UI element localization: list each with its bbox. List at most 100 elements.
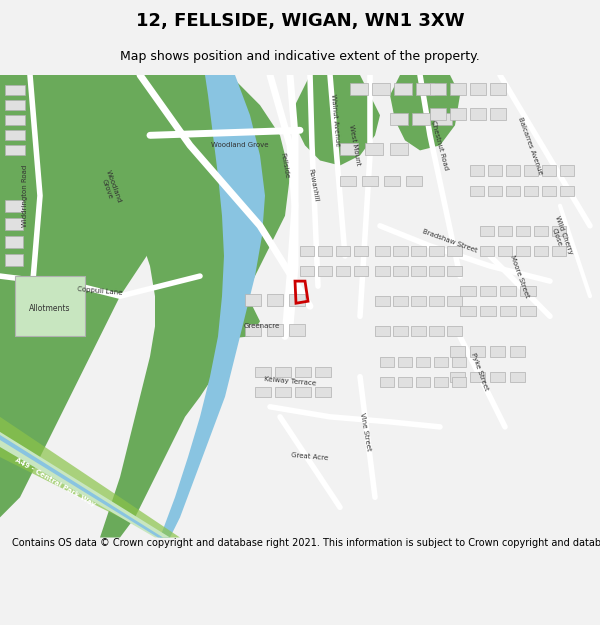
Bar [524,166,538,176]
Bar [5,236,23,248]
Bar [318,246,332,256]
Bar [5,85,25,95]
Bar [315,387,331,397]
Bar [362,176,378,186]
Bar [500,286,516,296]
Text: Allotments: Allotments [29,304,71,312]
Text: Moore Street: Moore Street [509,254,530,298]
Bar [340,176,356,186]
Bar [506,186,520,196]
Bar [289,324,305,336]
Bar [460,306,476,316]
Bar [510,372,525,382]
Bar [434,113,452,125]
Bar [470,108,486,120]
Bar [490,372,505,382]
Bar [460,286,476,296]
Bar [295,387,311,397]
Bar [384,176,400,186]
Text: Fellside: Fellside [280,152,290,179]
Bar [447,266,462,276]
Text: Walnut Avenue: Walnut Avenue [330,94,340,147]
Bar [490,83,506,95]
Bar [429,266,444,276]
Text: 12, FELLSIDE, WIGAN, WN1 3XW: 12, FELLSIDE, WIGAN, WN1 3XW [136,12,464,30]
Bar [245,294,261,306]
Text: West Mount: West Mount [349,124,362,166]
Text: Widdrington Road: Widdrington Road [22,164,28,227]
Bar [5,115,25,125]
Bar [393,246,408,256]
Bar [480,246,494,256]
Bar [267,294,283,306]
Bar [350,83,368,95]
Text: Great Acre: Great Acre [291,452,329,462]
Bar [5,199,23,212]
Bar [498,226,512,236]
Text: Wild Cherry
Close: Wild Cherry Close [547,214,573,257]
Polygon shape [0,75,170,518]
Bar [393,326,408,336]
Bar [534,246,548,256]
Bar [520,286,536,296]
Text: Balcarres Avenue: Balcarres Avenue [517,116,543,175]
Polygon shape [390,75,460,151]
Bar [470,346,485,356]
Bar [534,226,548,236]
Bar [500,306,516,316]
Bar [5,146,25,156]
Bar [411,296,426,306]
Bar [5,130,25,141]
Bar [416,83,434,95]
Bar [255,387,271,397]
Text: Chestnut Road: Chestnut Road [430,120,449,171]
Bar [390,143,408,156]
Bar [412,113,430,125]
Bar [560,166,574,176]
Bar [318,266,332,276]
Polygon shape [0,417,180,538]
Bar [480,286,496,296]
Bar [490,346,505,356]
Bar [490,108,506,120]
Bar [488,166,502,176]
Bar [245,324,261,336]
Text: Kelway Terrace: Kelway Terrace [264,376,316,387]
Bar [450,346,465,356]
Bar [510,346,525,356]
Polygon shape [0,432,170,538]
Polygon shape [0,435,163,538]
Bar [411,266,426,276]
Bar [429,246,444,256]
Polygon shape [295,75,380,166]
Bar [336,246,350,256]
Bar [430,108,446,120]
Bar [450,108,466,120]
Bar [452,377,466,387]
Bar [398,356,412,367]
Bar [434,356,448,367]
Bar [295,367,311,377]
Bar [372,83,390,95]
Polygon shape [160,75,265,538]
Bar [354,266,368,276]
Bar [336,266,350,276]
Bar [470,372,485,382]
Bar [380,356,394,367]
Polygon shape [208,296,260,338]
Polygon shape [220,216,270,261]
Bar [447,296,462,306]
Text: Greenacre: Greenacre [244,323,280,329]
Bar [300,246,314,256]
Polygon shape [90,75,290,538]
Bar [340,143,358,156]
Bar [5,217,23,230]
Text: Pyke Street: Pyke Street [470,352,490,391]
Bar [450,372,465,382]
Bar [393,266,408,276]
Bar [390,113,408,125]
Bar [488,186,502,196]
Bar [470,83,486,95]
Bar [416,377,430,387]
Bar [393,296,408,306]
